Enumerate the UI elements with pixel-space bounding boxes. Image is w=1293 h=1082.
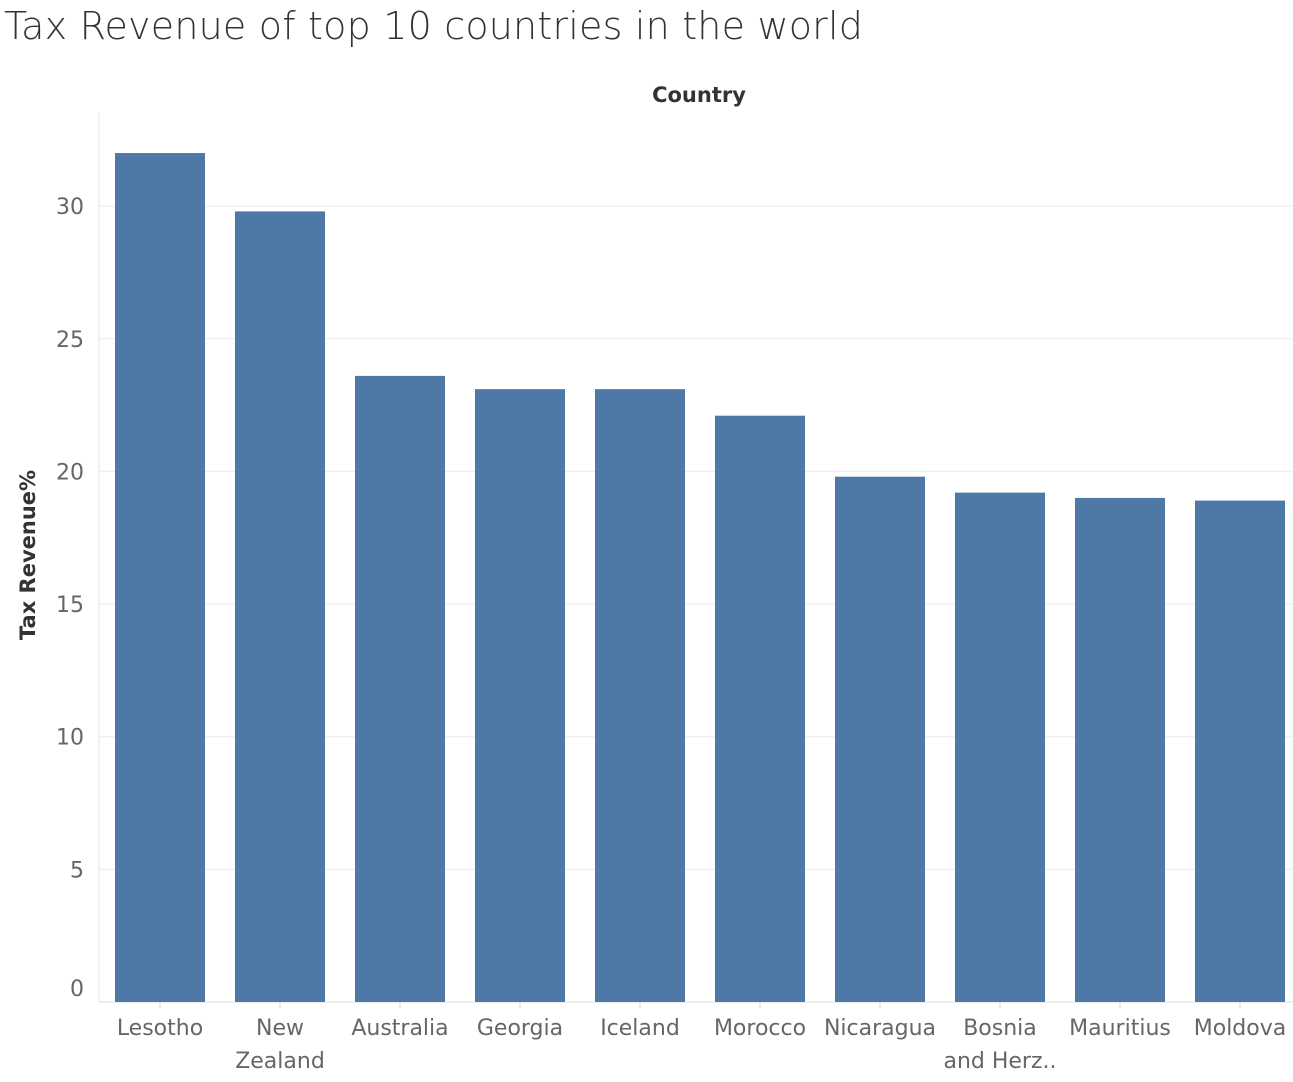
bar-georgia[interactable] [475, 389, 565, 1003]
tick-labels: 0 5 10 15 20 25 30 Lesotho New Zealand Australia Ge… [56, 195, 1286, 1074]
y-tick-label: 25 [56, 328, 84, 353]
x-tick-label: Morocco [714, 1016, 806, 1041]
y-tick-label: 15 [56, 593, 84, 618]
x-tick-label: Lesotho [117, 1016, 203, 1041]
x-tick-label: Mauritius [1069, 1016, 1171, 1041]
x-tick-label: Bosnia and Herz.. [943, 1016, 1056, 1074]
x-tick-label: Georgia [477, 1016, 563, 1041]
chart-title: Tax Revenue of top 10 countries in the w… [4, 4, 864, 48]
bar-nicaragua[interactable] [835, 476, 925, 1002]
bar-moldova[interactable] [1195, 500, 1285, 1002]
y-tick-label: 0 [70, 977, 84, 1002]
x-tick-label: Nicaragua [824, 1016, 936, 1041]
x-tick-label: Australia [351, 1016, 448, 1041]
x-tick-label: Iceland [600, 1016, 680, 1041]
x-axis-title: Country [652, 83, 746, 107]
bar-mauritius[interactable] [1075, 497, 1165, 1002]
y-tick-label: 30 [56, 195, 84, 220]
bar-australia[interactable] [355, 375, 445, 1003]
x-tick-label: Moldova [1194, 1016, 1286, 1041]
bar-lesotho[interactable] [115, 153, 205, 1003]
x-tick-label: New Zealand [235, 1016, 325, 1074]
bar-bosnia-and-herz[interactable] [955, 492, 1045, 1002]
y-axis-title: Tax Revenue% [16, 470, 40, 640]
y-tick-label: 5 [70, 858, 84, 883]
y-tick-label: 10 [56, 726, 84, 751]
bar-morocco[interactable] [715, 415, 805, 1002]
bar-iceland[interactable] [595, 389, 685, 1003]
bars [115, 153, 1285, 1003]
bar-new-zealand[interactable] [235, 211, 325, 1002]
y-tick-label: 20 [56, 460, 84, 485]
